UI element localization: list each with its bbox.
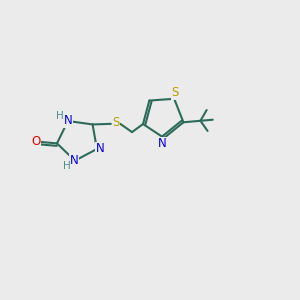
Text: S: S <box>112 116 119 130</box>
Text: N: N <box>95 142 104 155</box>
Text: N: N <box>158 137 167 150</box>
Text: O: O <box>31 135 40 148</box>
Text: S: S <box>171 86 179 99</box>
Text: H: H <box>56 111 64 121</box>
Text: H: H <box>63 161 71 171</box>
Text: N: N <box>64 115 72 128</box>
Text: N: N <box>70 154 79 167</box>
